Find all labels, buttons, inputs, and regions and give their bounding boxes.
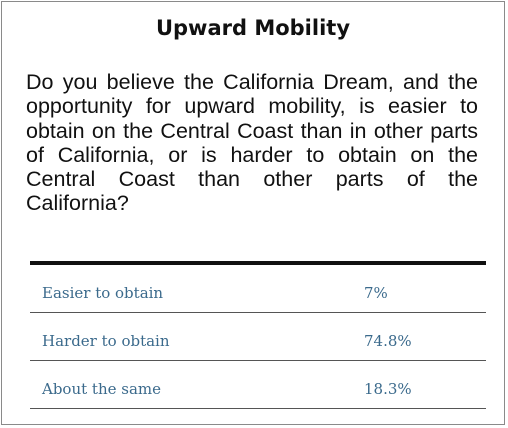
result-label: Easier to obtain: [42, 284, 164, 302]
result-value: 7%: [364, 284, 388, 302]
result-value: 74.8%: [364, 332, 412, 350]
result-value: 18.3%: [364, 380, 412, 398]
poll-title: Upward Mobility: [155, 16, 351, 40]
result-row-easier: Easier to obtain 7%: [30, 265, 486, 313]
result-label: About the same: [42, 380, 161, 398]
result-row-harder: Harder to obtain 74.8%: [30, 313, 486, 361]
table-top-rule: [30, 261, 486, 265]
poll-question: Do you believe the California Dream, and…: [26, 70, 478, 216]
result-row-same: About the same 18.3%: [30, 361, 486, 409]
result-label: Harder to obtain: [42, 332, 170, 350]
